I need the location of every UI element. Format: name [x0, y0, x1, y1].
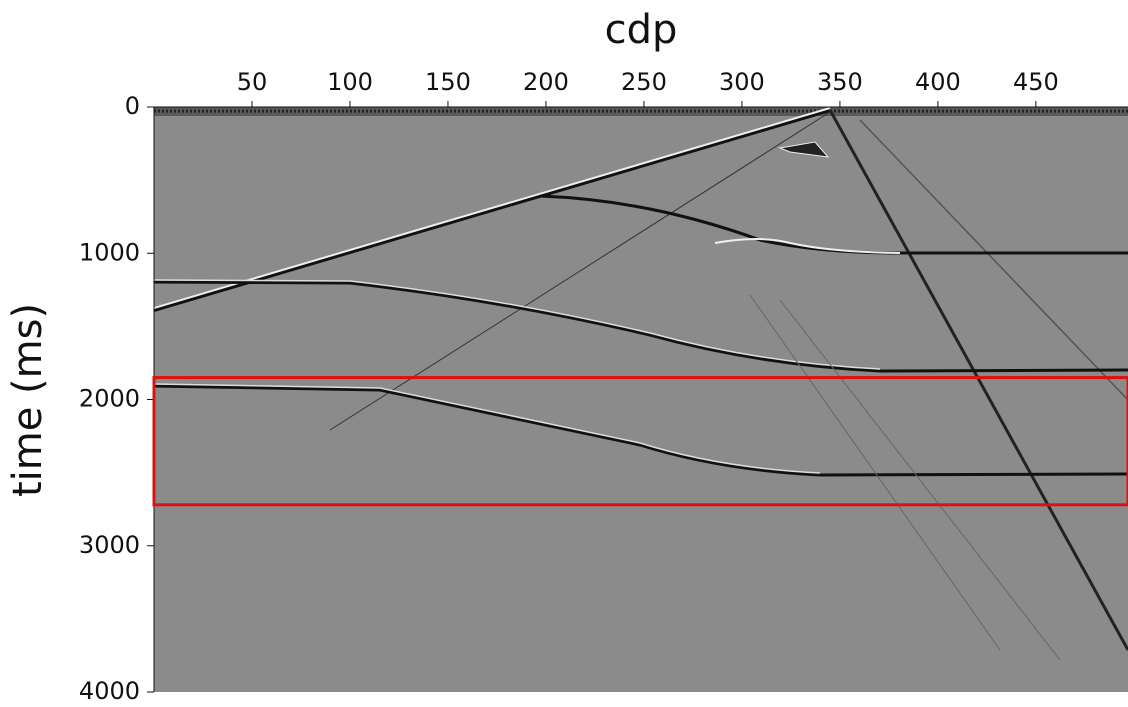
direct-arrival-strip — [154, 107, 1128, 116]
y-tick-label: 0 — [125, 92, 140, 120]
event — [749, 294, 1001, 651]
x-tick-label: 100 — [327, 68, 373, 96]
x-tick-label: 250 — [621, 68, 667, 96]
x-tick-label: 400 — [915, 68, 961, 96]
event — [154, 383, 821, 474]
event — [714, 238, 901, 254]
chart-title: cdp — [605, 7, 678, 53]
y-tick-label: 1000 — [79, 238, 140, 266]
y-tick-label: 2000 — [79, 385, 140, 413]
seismic-events — [154, 107, 1128, 661]
highlight-box — [152, 376, 1128, 507]
x-tick-label: 200 — [523, 68, 569, 96]
seismic-section — [154, 107, 1128, 692]
event — [154, 107, 831, 309]
y-tick-label: 4000 — [79, 677, 140, 705]
event — [154, 108, 831, 312]
event — [154, 384, 1128, 477]
event — [154, 280, 1128, 373]
event — [828, 109, 1128, 651]
event — [778, 141, 830, 158]
x-tick-label: 350 — [817, 68, 863, 96]
x-tick-label: 50 — [237, 68, 268, 96]
y-tick-label: 3000 — [79, 531, 140, 559]
x-tick-label: 300 — [719, 68, 765, 96]
x-tick-label: 150 — [425, 68, 471, 96]
event — [154, 279, 881, 370]
x-tick-label: 450 — [1013, 68, 1059, 96]
event — [779, 299, 1061, 661]
y-axis-label: time (ms) — [5, 303, 51, 497]
event — [859, 119, 1128, 401]
